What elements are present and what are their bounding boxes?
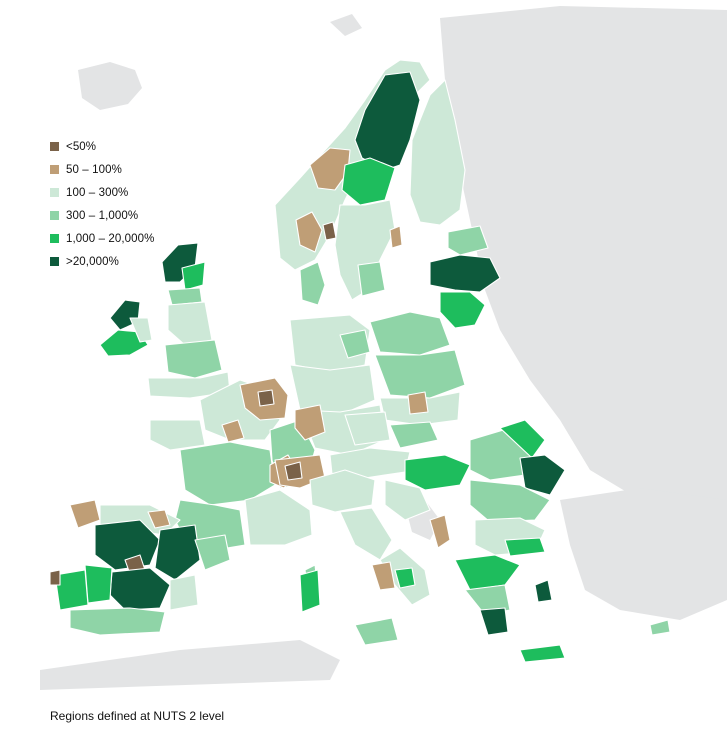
region-croatia-coast: [429, 514, 451, 549]
region-crete: [519, 644, 566, 663]
region-catalonia: [194, 534, 231, 571]
region-benelux-dark: [257, 389, 275, 407]
background-land: [40, 6, 727, 690]
region-germany-central: [289, 364, 376, 416]
region-england-mid: [164, 339, 223, 379]
region-poland-central: [374, 349, 466, 399]
region-bulgaria-south: [504, 537, 546, 557]
legend-label: <50%: [66, 140, 97, 153]
region-bretagne: [149, 419, 206, 451]
svalbard-land: [330, 14, 362, 36]
region-portugal-north: [49, 569, 61, 586]
legend-swatch: [50, 234, 59, 243]
region-paris: [221, 419, 245, 443]
region-poland-north: [369, 311, 451, 356]
region-romania-east: [519, 454, 566, 496]
region-aragon: [154, 524, 201, 581]
region-finland: [409, 79, 466, 226]
region-estonia: [447, 225, 489, 256]
region-slovenia-croatia: [384, 479, 431, 521]
region-romania-south: [469, 479, 551, 523]
region-hungary: [404, 454, 471, 491]
region-extremadura: [84, 564, 113, 604]
region-scotland-east: [181, 261, 206, 291]
legend: <50% 50 – 100% 100 – 300% 300 – 1,000% 1…: [50, 135, 154, 273]
greenland-iceland-land: [78, 62, 142, 110]
legend-label: 1,000 – 20,000%: [66, 232, 155, 245]
region-italy-puglia: [394, 567, 416, 589]
region-romania-ne: [499, 419, 546, 459]
region-czechia: [344, 411, 391, 446]
legend-swatch: [50, 165, 59, 174]
region-spain-castilla: [94, 519, 161, 571]
region-greece-central: [464, 584, 511, 616]
footnote: Regions defined at NUTS 2 level: [50, 709, 225, 723]
legend-item-lt50: <50%: [50, 135, 154, 158]
region-germany-ne: [339, 329, 371, 359]
region-ireland-mid: [129, 317, 153, 343]
legend-label: 100 – 300%: [66, 186, 129, 199]
region-sardinia: [299, 569, 321, 613]
region-france-southeast: [244, 489, 313, 546]
region-slovakia: [389, 421, 439, 449]
region-norway-south: [295, 211, 323, 253]
region-sweden-east: [389, 225, 403, 249]
region-ireland-south: [99, 329, 149, 357]
region-lithuania: [439, 291, 486, 329]
legend-item-50-100: 50 – 100%: [50, 158, 154, 181]
region-spain-basque: [147, 509, 171, 529]
legend-label: >20,000%: [66, 255, 119, 268]
region-greece-islands: [534, 579, 553, 603]
region-valencia: [169, 574, 199, 611]
region-gotland: [357, 261, 386, 297]
region-cyprus: [649, 619, 671, 636]
nuts2-regions: [49, 59, 671, 663]
region-france-centre: [179, 441, 276, 506]
region-portugal: [54, 569, 89, 611]
region-latvia: [429, 254, 501, 293]
region-denmark: [299, 261, 326, 306]
region-galicia: [69, 499, 101, 529]
region-poland-spot: [407, 391, 429, 415]
legend-swatch: [50, 257, 59, 266]
region-england-north: [167, 301, 213, 346]
region-oslo: [322, 221, 337, 241]
turkey-land: [560, 488, 727, 620]
region-italy-campania: [371, 561, 396, 591]
region-germany-southwest: [294, 404, 326, 441]
region-sweden-mid: [341, 157, 396, 206]
legend-swatch: [50, 211, 59, 220]
legend-swatch: [50, 188, 59, 197]
region-greece-attica: [479, 607, 509, 636]
legend-item-gt20000: >20,000%: [50, 250, 154, 273]
region-spain-south-central: [109, 567, 171, 611]
russia-east-land: [440, 6, 727, 520]
legend-item-300-1000: 300 – 1,000%: [50, 204, 154, 227]
region-switzerland-dark: [284, 461, 303, 481]
legend-label: 50 – 100%: [66, 163, 122, 176]
region-andalusia: [69, 607, 166, 636]
north-africa-land: [40, 640, 340, 690]
region-italy-central: [339, 507, 393, 561]
region-sicily: [354, 617, 399, 646]
legend-item-1000-20000: 1,000 – 20,000%: [50, 227, 154, 250]
region-italy-north: [309, 469, 376, 513]
legend-label: 300 – 1,000%: [66, 209, 139, 222]
legend-item-100-300: 100 – 300%: [50, 181, 154, 204]
region-greece-north: [454, 554, 521, 591]
region-sweden-north: [354, 71, 421, 171]
legend-swatch: [50, 142, 59, 151]
